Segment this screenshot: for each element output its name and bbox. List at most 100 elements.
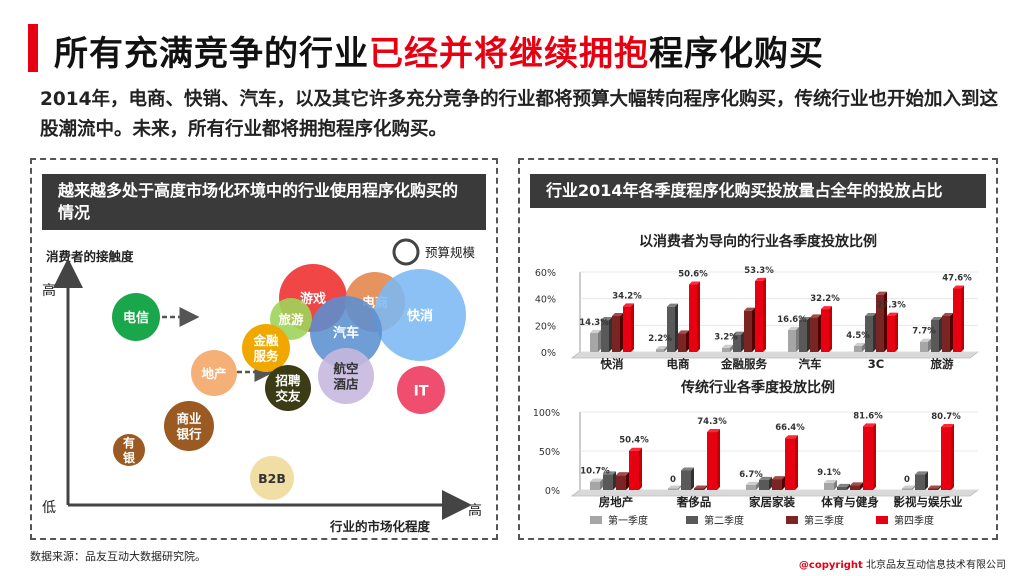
category-label: 影视与娱乐业 [894, 495, 963, 509]
bar-top [678, 330, 689, 334]
bar-top [865, 313, 876, 316]
legend-label-q4: 第四季度 [894, 514, 934, 527]
bar-top [942, 313, 953, 316]
bubble-circle [310, 296, 382, 368]
bar-q3-1 [694, 488, 704, 490]
bar-side [626, 472, 629, 490]
bubble-label: 汽车 [333, 325, 359, 341]
bar-q4-2 [755, 280, 763, 352]
bubble-label: 游戏 [300, 291, 326, 307]
legend-swatch-q4 [876, 516, 888, 524]
bar-side [834, 479, 837, 490]
bar-q3-2 [744, 310, 752, 352]
bar-q2-3 [799, 320, 807, 352]
bar-q4-3 [863, 426, 873, 490]
bar-side [598, 329, 601, 352]
bar-top [928, 485, 941, 489]
category-label: 汽车 [799, 357, 822, 371]
bar-q4-2 [785, 438, 795, 490]
bar-top [824, 479, 837, 483]
legend-circle-icon [392, 238, 420, 266]
bar-top [656, 346, 667, 350]
bubble-label: 招聘交友 [275, 373, 301, 404]
bar-top [733, 331, 744, 335]
bar-side [796, 326, 799, 352]
bar-q2-1 [681, 470, 691, 490]
data-label: 66.4% [775, 423, 805, 433]
legend-swatch-q2 [686, 516, 698, 524]
bubble-circle [164, 401, 214, 451]
bar-top [590, 329, 601, 333]
data-label: 53.3% [744, 266, 774, 276]
data-label: 2.2% [648, 334, 672, 344]
data-label: 16.6% [777, 315, 807, 325]
category-label: 旅游 [931, 357, 954, 371]
bubble-circle [397, 366, 445, 414]
bar-top [759, 476, 772, 480]
title-part-2: 程序化购买 [649, 34, 824, 74]
bubble-3: 快消 [374, 269, 466, 361]
bubble-11: 商业银行 [164, 401, 214, 451]
data-label: 50.6% [678, 270, 708, 280]
chart-floor [570, 351, 980, 359]
bar-q1-4 [902, 488, 912, 490]
bar-chart-1: 传统行业各季度投放比例 0% 50% 100% 房地产 奢侈品 家居家装 体育与健身 影视与娱乐… [533, 379, 980, 527]
y-axis-label: 消费者的接触度 [46, 249, 134, 264]
legend-label-q1: 第一季度 [608, 514, 648, 527]
category-label: 家居家装 [749, 495, 795, 509]
bar-top [590, 478, 603, 482]
data-label: 10.7% [580, 467, 610, 477]
bar-side [639, 447, 642, 490]
legend-label: 预算规模 [425, 245, 476, 260]
data-label: 0 [904, 475, 910, 485]
bar-q1-3 [824, 482, 834, 490]
title-part-1: 所有充满竞争的行业 [54, 34, 369, 74]
bar-q3-0 [612, 316, 620, 352]
bar-top [799, 317, 810, 320]
bubble-13: B2B [250, 456, 294, 500]
bar-side [829, 306, 832, 352]
bar-panel-header: 行业2014年各季度程序化购买投放量占全年的投放占比 [530, 174, 986, 208]
bubble-10: IT [397, 366, 445, 414]
y-tick-label: 0% [545, 486, 560, 497]
bar-side [961, 285, 964, 352]
category-label: 金融服务 [720, 357, 767, 371]
bar-top [668, 485, 681, 489]
bar-side [884, 291, 887, 352]
bar-top [755, 277, 766, 281]
bar-side [691, 467, 694, 490]
category-label: 奢侈品 [676, 495, 712, 509]
bar-q3-0 [616, 475, 626, 490]
bar-side [818, 314, 821, 352]
y-low-label: 低 [42, 500, 56, 516]
bar-side [697, 281, 700, 352]
title-highlight: 已经并将继续拥抱 [369, 34, 649, 74]
bar-top [707, 429, 720, 433]
data-label: 74.3% [697, 417, 727, 427]
bar-q4-0 [629, 450, 639, 490]
bar-top [788, 326, 799, 330]
bubble-label: B2B [258, 471, 286, 486]
bar-top [941, 424, 954, 428]
bubble-circle [113, 434, 145, 466]
bar-q4-5 [953, 288, 961, 352]
y-tick-label: 40% [535, 295, 556, 306]
bar-q4-1 [707, 432, 717, 490]
bar-top [887, 312, 898, 316]
legend-label-q3: 第三季度 [804, 514, 844, 527]
category-label: 房地产 [599, 495, 634, 509]
y-tick-label: 20% [535, 321, 556, 332]
copyright-mark: @copyright [798, 560, 863, 571]
chart-title: 传统行业各季度投放比例 [680, 379, 835, 396]
bar-q1-2 [722, 347, 730, 352]
bar-side [951, 424, 954, 490]
bar-q1-4 [854, 346, 862, 352]
bar-top [920, 338, 931, 342]
bar-side [950, 313, 953, 352]
y-tick-label: 50% [539, 447, 560, 458]
bar-side [795, 435, 798, 490]
bar-q2-4 [865, 316, 873, 352]
bar-side [631, 303, 634, 352]
bar-q2-3 [837, 486, 847, 490]
